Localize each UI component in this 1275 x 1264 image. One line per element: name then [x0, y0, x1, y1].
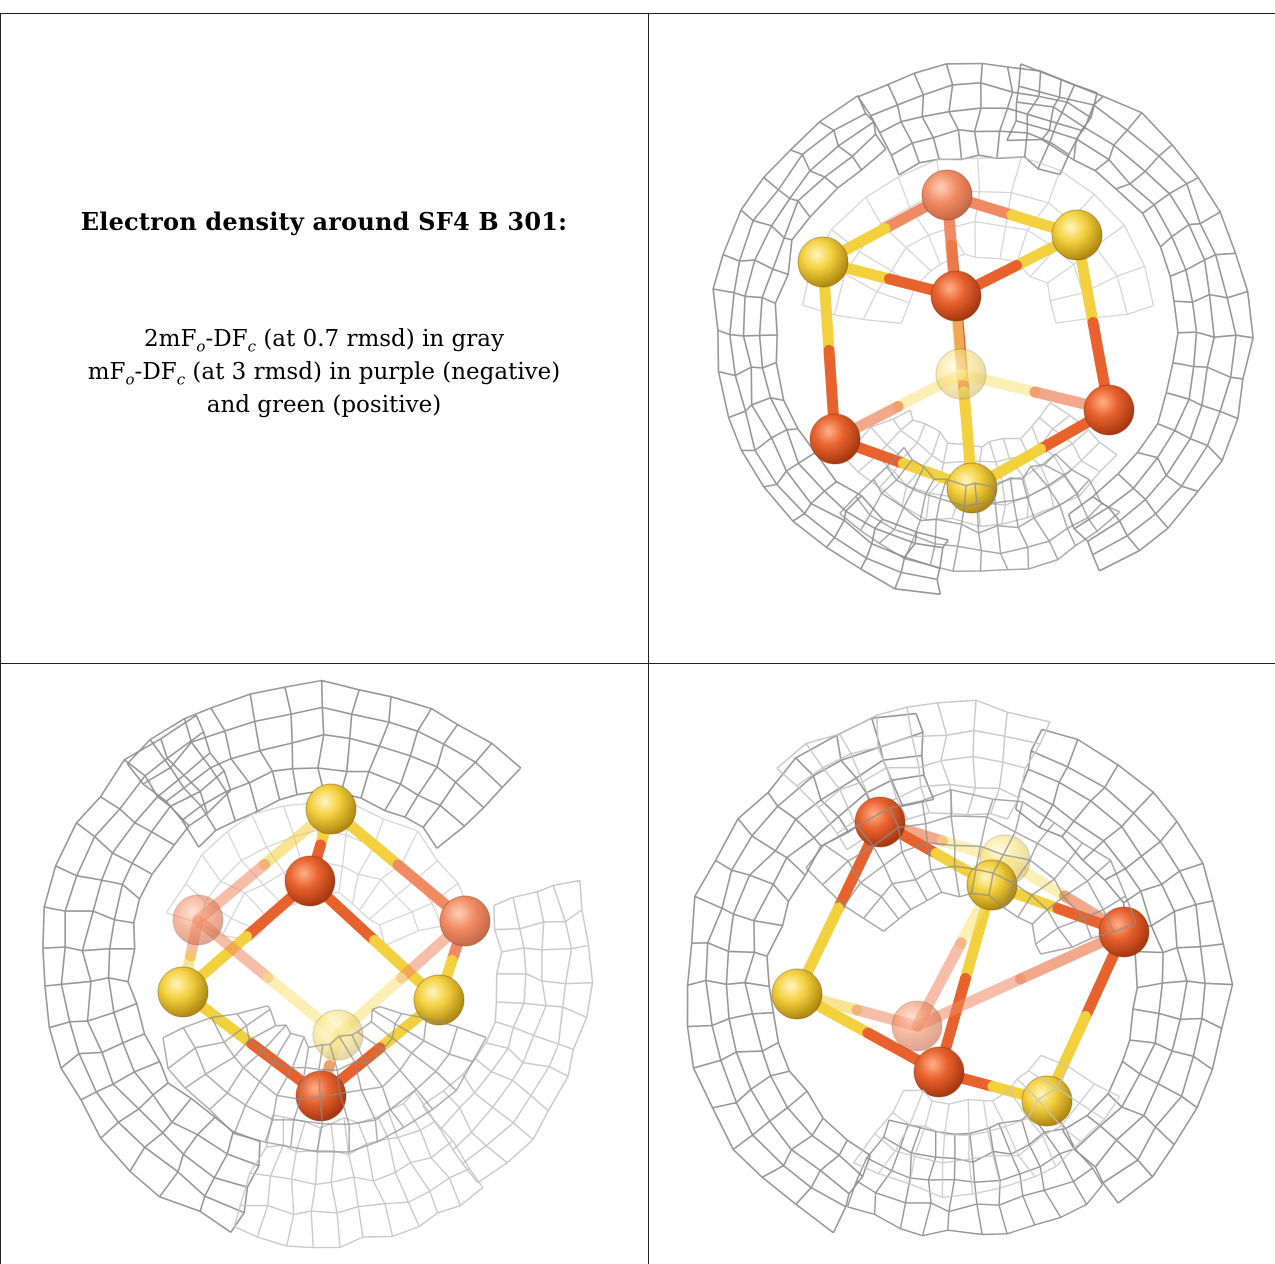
grid-top-border [0, 13, 1275, 14]
density-view-top-right [712, 62, 1254, 596]
iron-atom [854, 796, 906, 848]
iron-atom [891, 1000, 943, 1052]
density-mesh [776, 699, 1051, 851]
density-view-bottom-right [686, 699, 1234, 1237]
iron-atom [284, 855, 336, 907]
density-mesh [162, 1005, 487, 1153]
iron-atom [809, 413, 861, 465]
sulfur-atom [413, 974, 465, 1026]
grid-left-border [0, 13, 1, 1264]
density-mesh [846, 1104, 1104, 1237]
sulfur-atom [935, 348, 987, 400]
sulfur-atom [312, 1009, 364, 1061]
iron-atom [1083, 384, 1135, 436]
density-mesh [805, 789, 1137, 955]
iron-atom [913, 1046, 965, 1098]
grid-horizontal-divider [0, 663, 1275, 664]
sulfur-atom [157, 966, 209, 1018]
iron-atom [930, 270, 982, 322]
sulfur-atom [1051, 209, 1103, 261]
density-mesh [42, 714, 261, 1233]
caption-line-3: and green (positive) [206, 392, 442, 418]
grid-vertical-divider [648, 13, 649, 1264]
iron-atom [921, 169, 973, 221]
caption-line-1: 2mFo-DFc (at 0.7 rmsd) in gray [144, 326, 504, 356]
density-mesh [1006, 63, 1254, 572]
iron-atom [172, 894, 224, 946]
sulfur-atom [771, 968, 823, 1020]
sulfur-atom [797, 236, 849, 288]
density-mesh [421, 879, 594, 1184]
iron-atom [439, 895, 491, 947]
density-mesh [857, 62, 1098, 176]
sulfur-atom [305, 783, 357, 835]
sulfur-atom [1021, 1075, 1073, 1127]
density-mesh [233, 1090, 484, 1249]
iron-atom [1098, 906, 1150, 958]
density-panel-bottom-left [1, 664, 648, 1264]
sulfur-atom [966, 859, 1018, 911]
density-mesh [853, 1054, 1121, 1199]
density-mesh [839, 446, 1121, 572]
caption-title: Electron density around SF4 B 301: [80, 207, 568, 236]
density-mesh [686, 712, 935, 1234]
sulfur-atom [946, 462, 998, 514]
density-mesh [126, 679, 522, 849]
density-panel-top-right [649, 14, 1275, 663]
density-view-bottom-left [42, 679, 594, 1249]
caption-panel: Electron density around SF4 B 301: 2mFo-… [0, 14, 648, 663]
caption-line-2: mFo-DFc (at 3 rmsd) in purple (negative) [87, 359, 561, 389]
density-panel-bottom-right [649, 664, 1275, 1264]
iron-atom [295, 1070, 347, 1122]
